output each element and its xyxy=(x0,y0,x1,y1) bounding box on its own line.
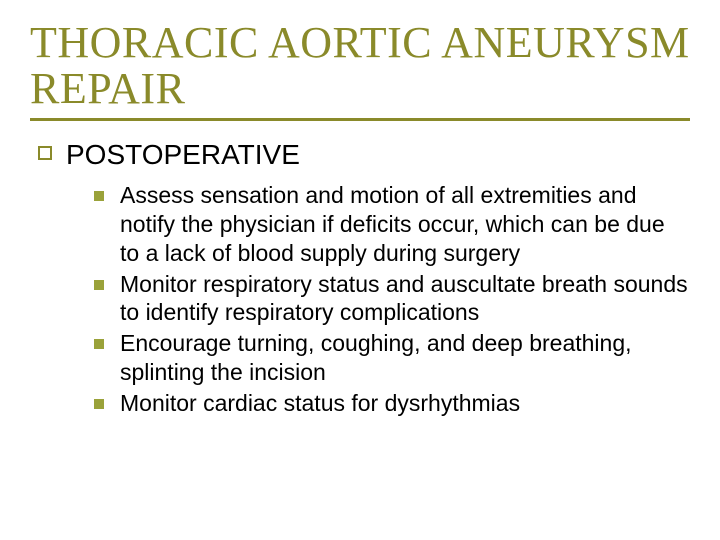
list-item: Encourage turning, coughing, and deep br… xyxy=(94,329,690,387)
bullet-list: Assess sensation and motion of all extre… xyxy=(38,181,690,417)
hollow-square-icon xyxy=(38,146,52,160)
slide: THORACIC AORTIC ANEURYSM REPAIR POSTOPER… xyxy=(0,0,720,540)
list-item-text: Encourage turning, coughing, and deep br… xyxy=(120,329,690,387)
section-heading: POSTOPERATIVE xyxy=(66,139,300,171)
list-item-text: Monitor cardiac status for dysrhythmias xyxy=(120,389,520,418)
list-item-text: Assess sensation and motion of all extre… xyxy=(120,181,690,267)
list-item: Monitor respiratory status and auscultat… xyxy=(94,270,690,328)
list-item: Monitor cardiac status for dysrhythmias xyxy=(94,389,690,418)
slide-content: POSTOPERATIVE Assess sensation and motio… xyxy=(30,139,690,417)
square-bullet-icon xyxy=(94,399,104,409)
square-bullet-icon xyxy=(94,339,104,349)
list-item-text: Monitor respiratory status and auscultat… xyxy=(120,270,690,328)
slide-title: THORACIC AORTIC ANEURYSM REPAIR xyxy=(30,20,690,112)
square-bullet-icon xyxy=(94,280,104,290)
title-underline xyxy=(30,118,690,121)
square-bullet-icon xyxy=(94,191,104,201)
section-heading-row: POSTOPERATIVE xyxy=(38,139,690,171)
list-item: Assess sensation and motion of all extre… xyxy=(94,181,690,267)
